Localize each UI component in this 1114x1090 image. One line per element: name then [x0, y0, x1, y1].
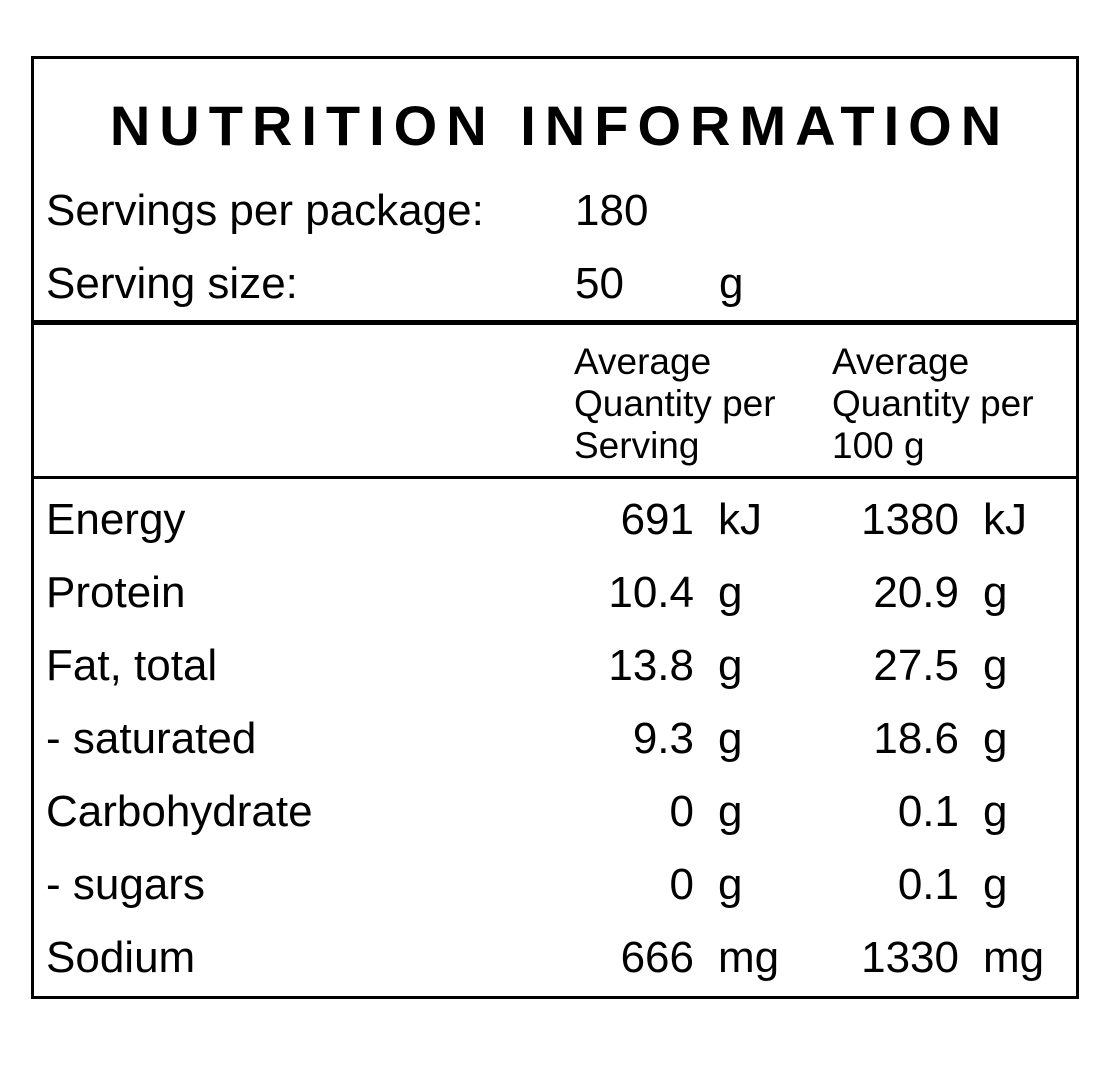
nutrient-name: Fat, total [46, 641, 218, 690]
per100-value: 20.9 [873, 568, 959, 617]
serving-unit: mg [718, 933, 780, 982]
per100-unit: g [983, 787, 1008, 836]
per100-value: 18.6 [873, 714, 959, 763]
per100-value: 0.1 [897, 860, 959, 909]
serving-value: 666 [620, 933, 694, 982]
serving-value: 9.3 [632, 714, 694, 763]
per100-unit: g [983, 860, 1008, 909]
per100-unit: g [983, 568, 1008, 617]
nutrient-name: Protein [46, 568, 186, 617]
column-header-per-serving: Average Quantity per Serving [574, 341, 776, 466]
serving-unit: g [718, 787, 743, 836]
per100-value: 1380 [861, 495, 959, 544]
serving-value: 0 [669, 787, 694, 836]
nutrient-name: Sodium [46, 933, 196, 982]
per100-unit: g [983, 641, 1008, 690]
serving-value: 10.4 [608, 568, 694, 617]
per100-value: 0.1 [897, 787, 959, 836]
serving-size-value: 50 [575, 259, 624, 308]
servings-per-package-value: 180 [575, 186, 649, 235]
serving-value: 0 [669, 860, 694, 909]
serving-unit: g [718, 714, 743, 763]
per100-value: 27.5 [873, 641, 959, 690]
per100-unit: kJ [983, 495, 1027, 544]
per100-unit: g [983, 714, 1008, 763]
serving-unit: g [718, 860, 743, 909]
serving-size-unit: g [719, 259, 744, 308]
nutrition-panel [31, 56, 1079, 999]
column-header-per-100g: Average Quantity per 100 g [832, 341, 1034, 466]
serving-value: 13.8 [608, 641, 694, 690]
serving-unit: g [718, 641, 743, 690]
header-divider-thick [31, 320, 1079, 325]
serving-unit: kJ [718, 495, 762, 544]
per100-value: 1330 [861, 933, 959, 982]
serving-value: 691 [620, 495, 694, 544]
servings-per-package-label: Servings per package: [46, 186, 484, 235]
panel-title: NUTRITION INFORMATION [109, 94, 1011, 157]
nutrient-name: - sugars [46, 860, 205, 909]
header-divider-thin [31, 476, 1079, 479]
nutrient-name: - saturated [46, 714, 257, 763]
serving-size-label: Serving size: [46, 259, 298, 308]
serving-unit: g [718, 568, 743, 617]
nutrient-name: Carbohydrate [46, 787, 313, 836]
per100-unit: mg [983, 933, 1045, 982]
nutrient-name: Energy [46, 495, 186, 544]
